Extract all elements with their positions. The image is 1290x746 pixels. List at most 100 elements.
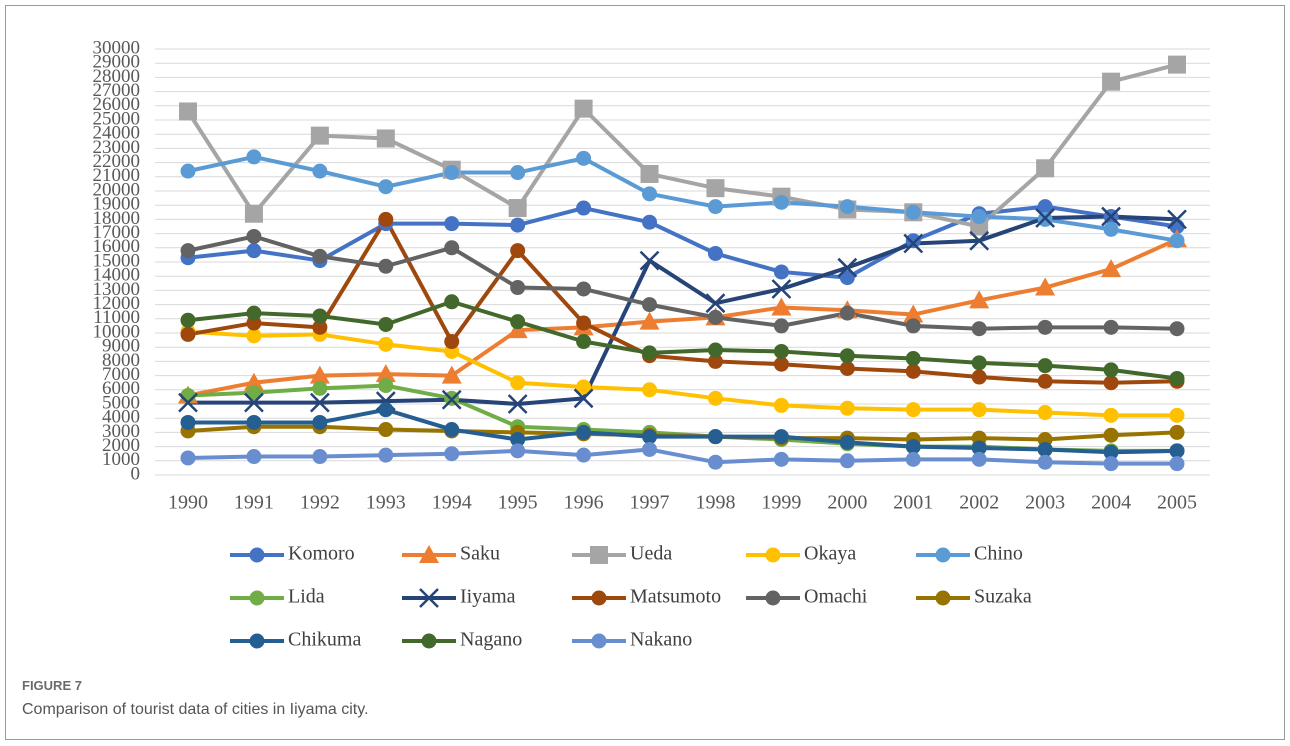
marker [707, 353, 723, 369]
marker [839, 305, 855, 321]
marker [378, 211, 394, 227]
marker [1169, 370, 1185, 386]
marker [971, 369, 987, 385]
x-tick-label: 2005 [1157, 492, 1197, 514]
marker [576, 315, 592, 331]
x-tick-label: 2001 [893, 492, 933, 514]
series-line [188, 214, 1178, 406]
marker [441, 389, 462, 410]
marker [510, 375, 526, 391]
marker [642, 345, 658, 361]
legend-label: Omachi [804, 586, 868, 608]
x-tick-label: 1990 [168, 492, 208, 514]
marker [444, 422, 460, 438]
legend-marker [590, 546, 608, 564]
y-tick-label: 11000 [93, 307, 140, 328]
y-tick-label: 20000 [93, 179, 141, 200]
legend-label: Matsumoto [630, 586, 721, 608]
marker [510, 443, 526, 459]
marker [507, 394, 528, 414]
marker [1169, 321, 1185, 337]
series-line [187, 447, 1177, 466]
series-line [187, 299, 1178, 381]
series-line [187, 217, 1178, 385]
marker [1103, 407, 1119, 423]
legend-label: Ueda [630, 543, 672, 565]
legend-label: Chino [974, 543, 1023, 565]
marker [642, 186, 658, 202]
marker [574, 99, 593, 118]
marker [312, 163, 328, 179]
x-tick-label: 1997 [630, 492, 670, 514]
y-tick-label: 28000 [93, 66, 141, 87]
series-line [187, 237, 1178, 398]
marker [771, 297, 792, 316]
marker [640, 164, 659, 183]
marker [1101, 206, 1121, 227]
marker [444, 294, 460, 310]
marker [180, 414, 196, 430]
marker [510, 165, 526, 181]
legend-marker [765, 590, 781, 606]
marker [378, 316, 394, 332]
legend-marker [591, 590, 607, 606]
marker [839, 361, 855, 376]
marker [444, 446, 460, 462]
y-tick-label: 30000 [93, 37, 141, 58]
marker [773, 264, 789, 280]
legend: Komoro Saku Ueda Okaya Chino Lida Iiyama Matsum… [230, 543, 1032, 651]
marker [180, 163, 196, 179]
series-line [187, 234, 1178, 331]
marker [642, 382, 658, 398]
marker [905, 363, 921, 379]
figure-caption: Comparison of tourist data of cities in … [22, 701, 369, 718]
legend-marker [249, 590, 265, 606]
marker [244, 392, 264, 413]
marker [246, 414, 262, 430]
marker [837, 257, 858, 278]
y-tick-label: 18000 [93, 208, 141, 229]
marker [178, 392, 198, 413]
x-tick-label: 1994 [432, 492, 472, 514]
marker [444, 240, 460, 256]
marker [642, 214, 658, 230]
marker [246, 385, 262, 401]
marker [1037, 405, 1053, 421]
marker [180, 387, 196, 403]
marker [1169, 424, 1185, 440]
grid: 0100020003000400050006000700080009000100… [93, 37, 1210, 514]
legend-marker [419, 588, 439, 608]
marker [312, 248, 328, 264]
marker [905, 351, 921, 367]
marker [705, 293, 726, 314]
marker [707, 390, 723, 406]
marker [905, 402, 921, 418]
y-tick-label: 26000 [93, 94, 141, 115]
legend-label: Komoro [288, 543, 355, 565]
marker [507, 320, 528, 339]
x-tick-label: 2000 [827, 492, 867, 514]
x-tick-label: 1998 [695, 492, 735, 514]
marker [773, 397, 789, 413]
marker [510, 243, 526, 259]
y-tick-label: 13000 [93, 279, 141, 300]
marker [1103, 362, 1119, 378]
marker [1103, 319, 1119, 335]
x-tick-label: 1999 [761, 492, 801, 514]
legend-label: Chikuma [288, 629, 361, 651]
marker [706, 179, 725, 198]
marker [971, 402, 987, 418]
marker [510, 432, 526, 447]
y-tick-label: 24000 [93, 123, 141, 144]
y-tick-label: 7000 [102, 364, 140, 385]
marker [510, 314, 526, 330]
x-tick-label: 2003 [1025, 492, 1065, 514]
marker [246, 243, 262, 259]
y-tick-label: 25000 [93, 108, 141, 129]
y-tick-label: 4000 [102, 407, 140, 428]
marker [1103, 221, 1119, 237]
marker [903, 233, 924, 254]
marker [246, 228, 262, 244]
marker [243, 372, 264, 391]
y-tick-label: 8000 [102, 350, 140, 371]
